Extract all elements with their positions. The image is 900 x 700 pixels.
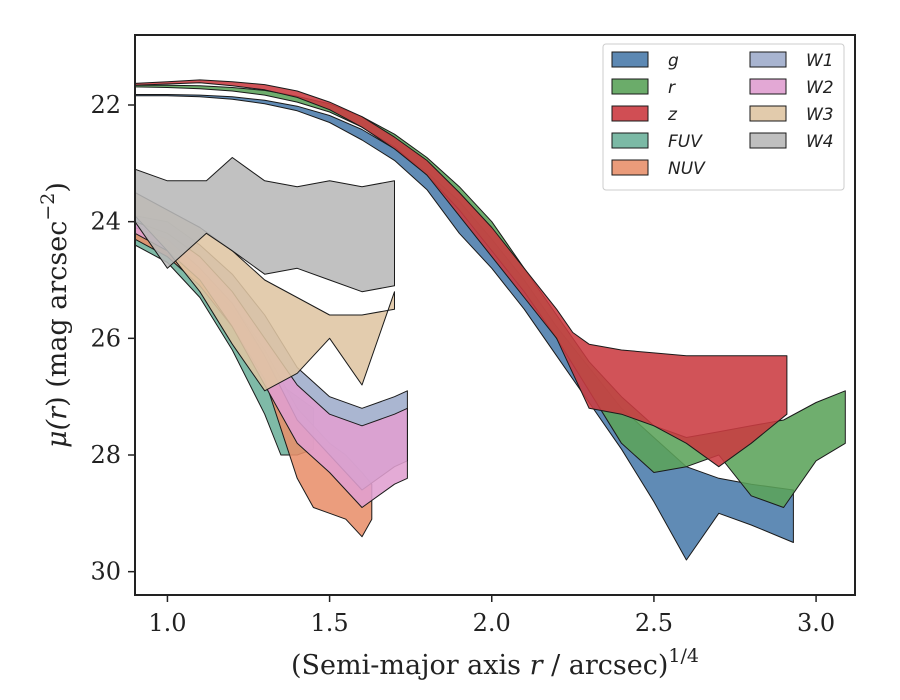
legend-label-w4: W4	[806, 132, 834, 152]
legend-label-r: r	[668, 78, 676, 98]
x-tick-label: 3.0	[797, 609, 835, 637]
legend-swatch-z	[611, 105, 649, 122]
y-tick-label: 28	[90, 441, 121, 469]
x-axis-label: (Semi-major axis r / arcsec)1/4	[291, 645, 699, 681]
legend-swatch-fuv	[611, 132, 649, 149]
series-band-r	[135, 84, 846, 508]
legend-swatch-w3	[749, 105, 787, 122]
legend-swatch-g	[611, 51, 649, 68]
legend-label-fuv: FUV	[668, 132, 703, 152]
y-tick-label: 24	[90, 208, 121, 236]
y-tick-label: 26	[90, 324, 121, 352]
x-tick-label: 2.5	[635, 609, 673, 637]
x-tick-label: 1.0	[148, 609, 186, 637]
y-tick-label: 22	[90, 91, 121, 119]
legend-swatch-w4	[749, 132, 787, 149]
legend-swatch-w2	[749, 78, 787, 95]
series-band-w4	[135, 157, 395, 293]
y-axis-label: μ(r) (mag arcsec−2)	[37, 182, 73, 448]
legend: grz FUV NUV W1 W2 W3 W4	[602, 43, 845, 191]
legend-swatch-nuv	[611, 159, 649, 176]
y-axis: 22 24 26 28 30	[90, 91, 135, 586]
legend-label-z: z	[667, 105, 678, 125]
x-tick-label: 1.5	[311, 609, 349, 637]
series-layer	[135, 79, 846, 561]
legend-label-w3: W3	[806, 105, 834, 125]
legend-label-w2: W2	[806, 78, 834, 98]
legend-label-nuv: NUV	[668, 159, 706, 179]
x-tick-label: 2.0	[473, 609, 511, 637]
legend-swatch-r	[611, 78, 649, 95]
y-tick-label: 30	[90, 558, 121, 586]
legend-label-g: g	[668, 51, 679, 71]
x-axis: 1.0 1.5 2.0 2.5 3.0	[148, 595, 835, 637]
series-band-z	[135, 79, 788, 468]
legend-swatch-w1	[749, 51, 787, 68]
plot-frame	[134, 34, 856, 596]
legend-label-w1: W1	[806, 51, 834, 71]
